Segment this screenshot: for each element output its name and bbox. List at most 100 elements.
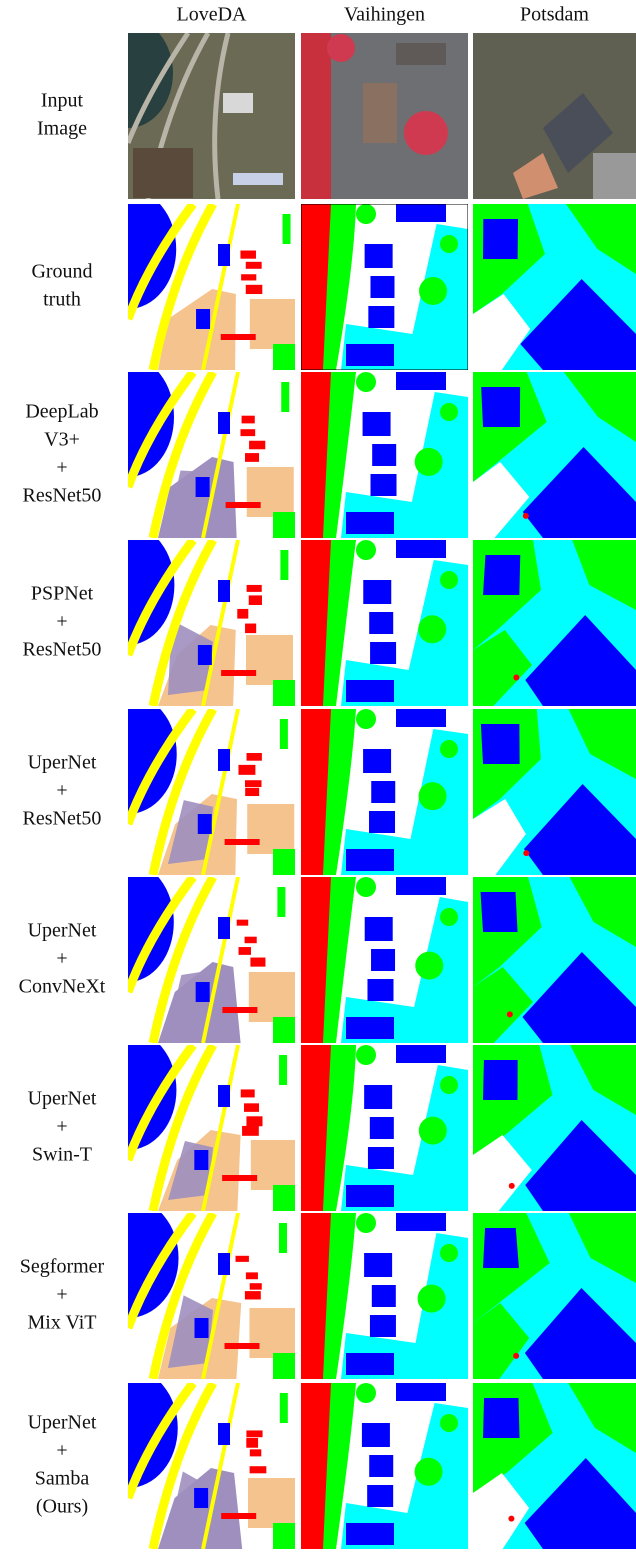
row-label: Samba [35,1468,90,1490]
column-header: Potsdam [520,4,589,26]
tree [323,709,356,875]
building [483,1228,519,1268]
row-label: Mix ViT [28,1312,97,1334]
building [396,709,446,727]
tree [356,1045,376,1065]
roof [396,43,446,65]
building [370,474,397,496]
clutter [513,1352,520,1359]
road [201,877,240,1043]
building [483,1398,520,1438]
farmland [250,1140,295,1190]
row-label: UperNet [28,920,97,942]
row-label: V3+ [44,429,80,451]
building [361,1423,390,1447]
tree [440,571,458,589]
lowveg [341,392,468,538]
road [201,204,240,370]
result-image [301,709,468,875]
building [367,979,394,1001]
building [238,764,256,775]
forest [277,887,286,917]
row-label: + [56,1284,67,1306]
farmland [249,1308,295,1358]
building [249,440,266,450]
forest [273,1185,295,1211]
result-image [128,33,295,199]
row-label: + [56,1440,67,1462]
building [237,608,249,619]
tree [356,1213,376,1233]
clutter [508,1515,515,1522]
building [362,412,391,436]
lowveg [341,1233,468,1379]
row-label: Swin-T [32,1144,92,1166]
building [241,415,255,424]
water [195,477,210,497]
building [236,919,249,926]
water [218,917,230,939]
building [370,276,395,298]
building [346,1353,394,1375]
road [473,1135,532,1211]
building [245,787,260,797]
forest [281,382,290,412]
building [483,555,521,595]
forest [280,550,289,580]
building [346,1185,394,1207]
result-image [128,1045,295,1211]
building [246,753,262,761]
result-image [473,540,636,706]
building [364,244,393,268]
road [473,462,530,538]
building [244,1291,261,1300]
farmland [248,1478,295,1528]
tree [323,1213,356,1379]
building [396,540,446,558]
veg [568,1383,636,1453]
tree [323,1383,356,1549]
road [128,1213,217,1379]
forest [273,849,295,875]
building [525,1120,636,1211]
veg [565,204,636,274]
column-header: LoveDA [177,4,248,26]
building [483,1060,518,1100]
road [201,1045,240,1211]
forest [273,1353,295,1379]
building [249,1466,267,1474]
road [201,372,240,538]
row-label: UperNet [28,752,97,774]
tree [356,1383,376,1403]
trees [301,33,331,199]
result-image [301,1383,468,1549]
building [235,1255,249,1262]
result-image [301,33,468,199]
row-label: + [56,1116,67,1138]
tree [356,372,376,392]
tree [323,1045,356,1211]
forest [273,512,295,538]
result-image [128,204,295,370]
forest [279,1393,288,1423]
building [363,580,392,604]
tree [356,204,376,224]
road [128,372,217,538]
building [245,284,263,295]
lowveg [341,729,468,875]
building [246,584,262,592]
result-image [473,877,636,1043]
building [246,1437,259,1448]
row-label: UperNet [28,1088,97,1110]
road [128,204,217,370]
veg [572,540,636,610]
result-image [473,33,636,199]
water [194,1318,209,1338]
building [368,306,395,328]
tree [323,372,356,538]
water [218,749,230,771]
result-image [128,1213,295,1379]
row-label: Input [41,90,84,112]
tree [404,111,448,155]
building [220,334,256,340]
